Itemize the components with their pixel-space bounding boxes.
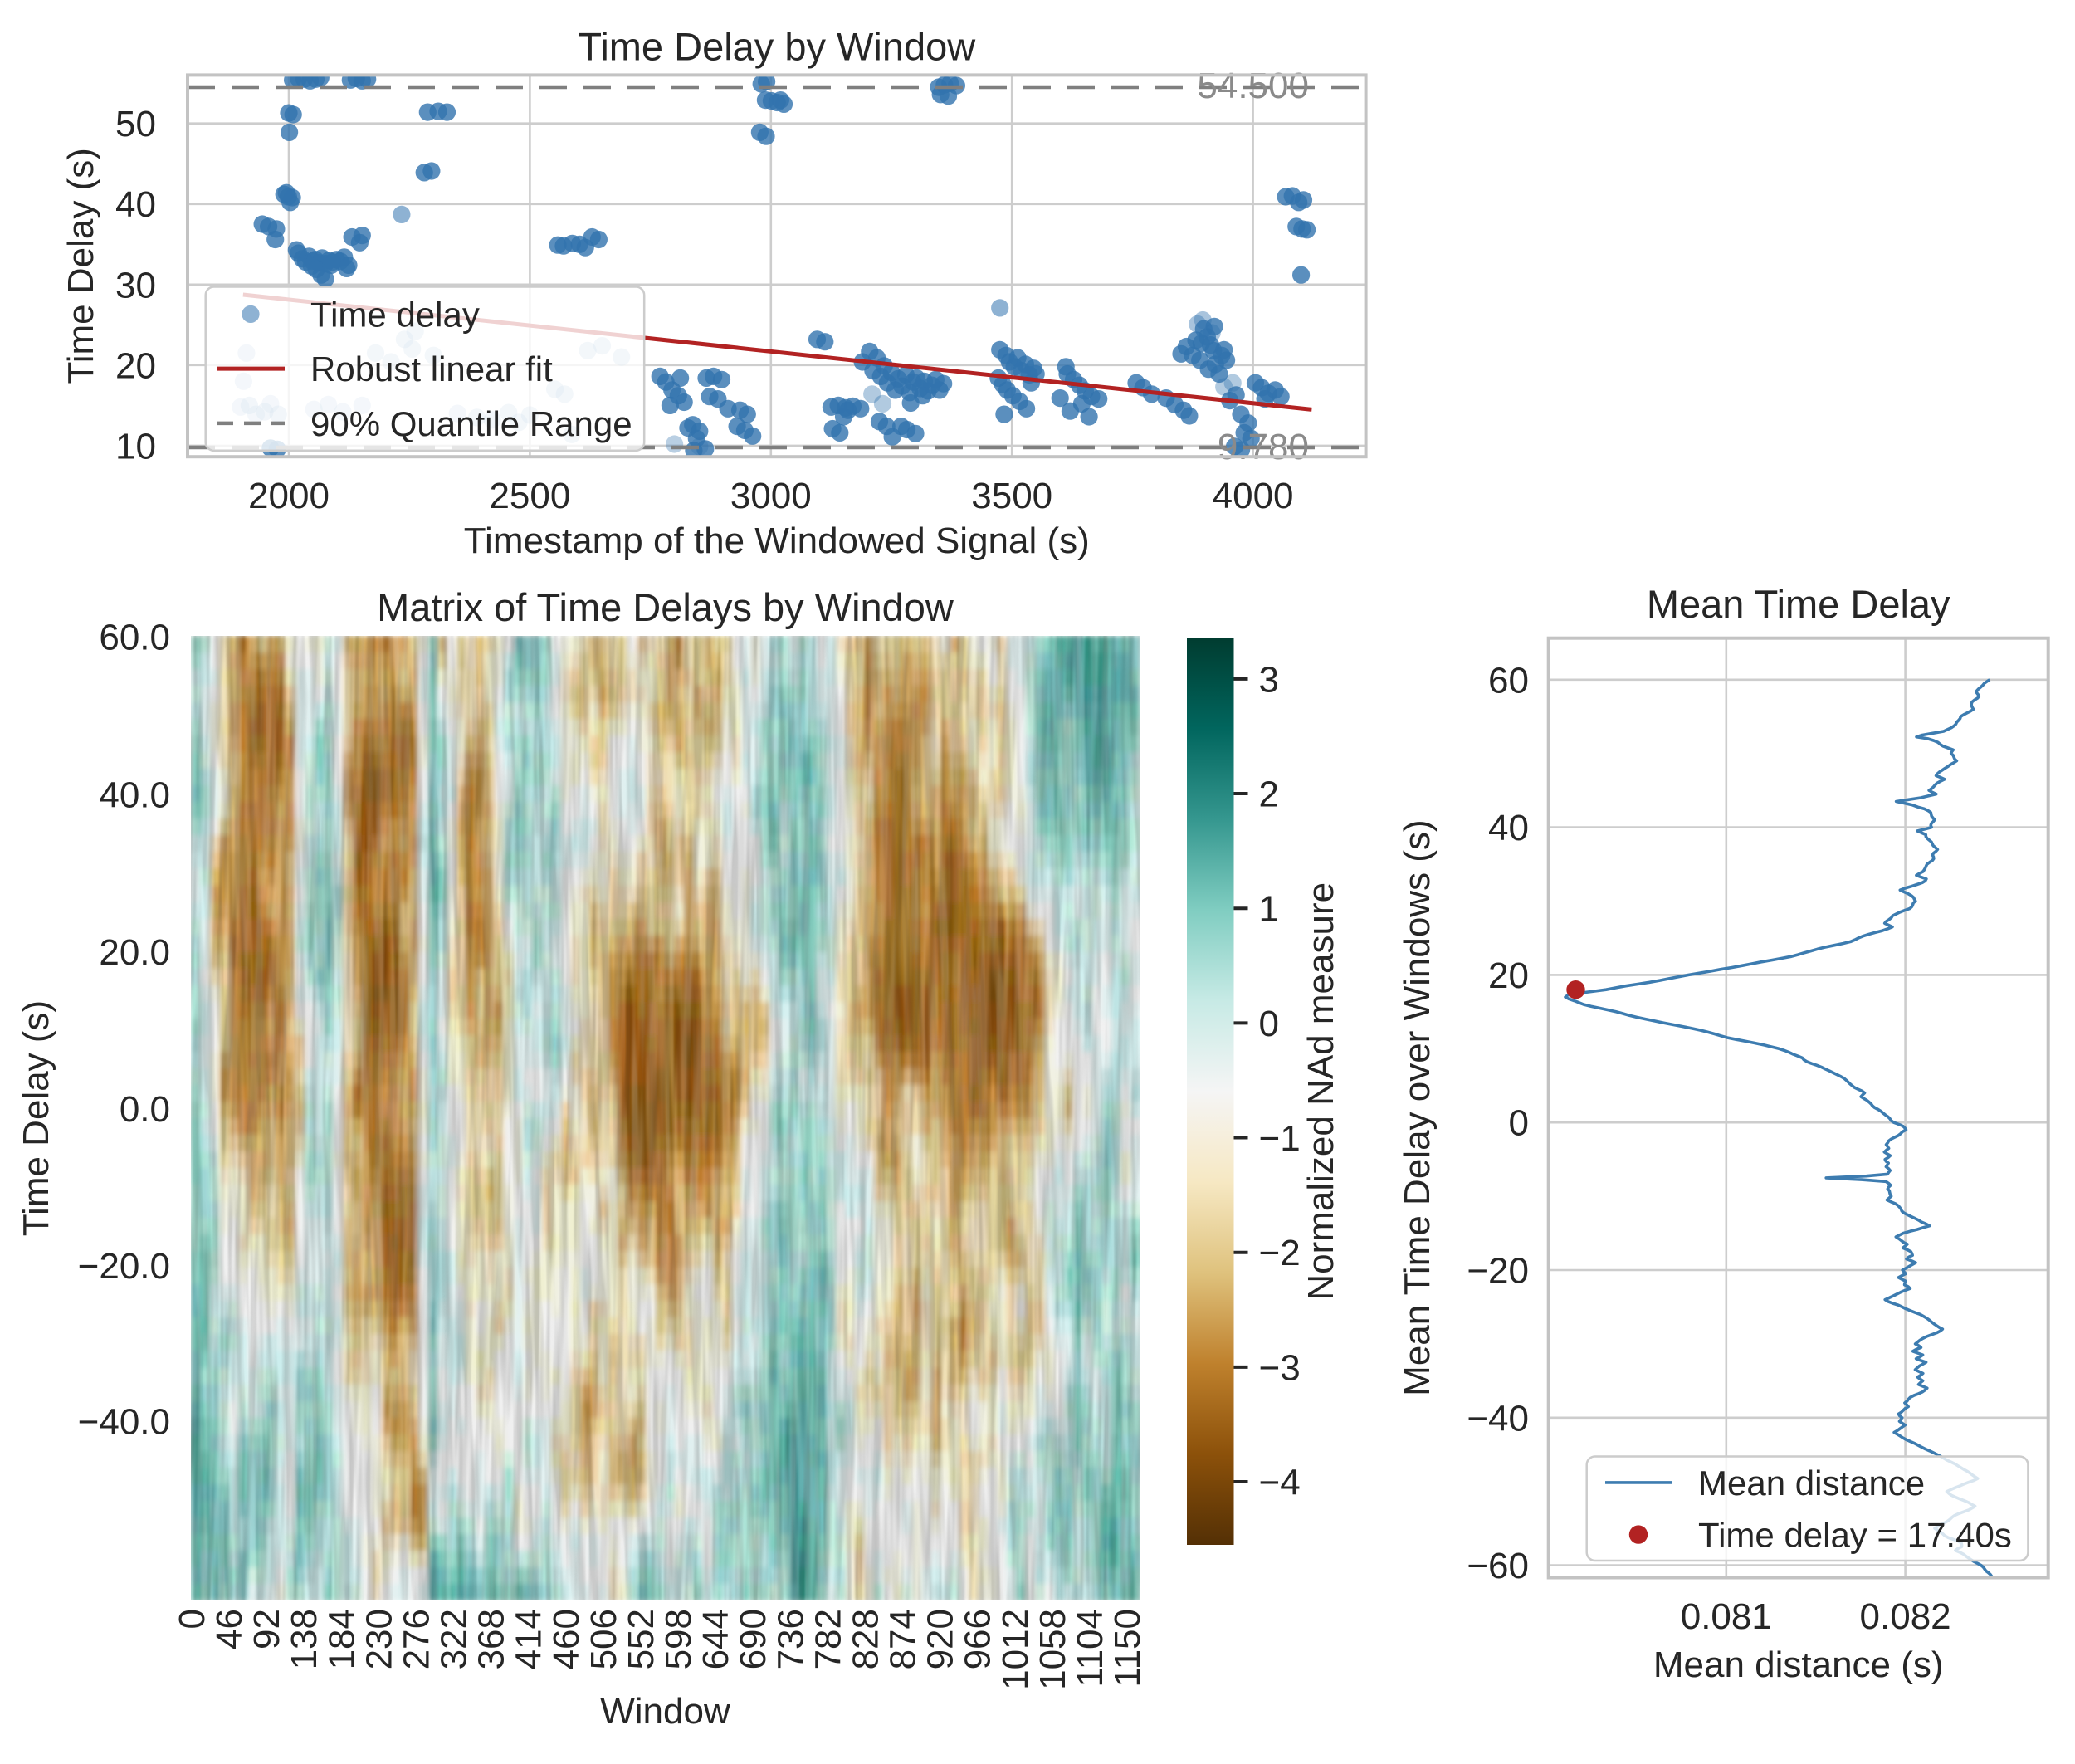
svg-text:4000: 4000 <box>1213 476 1294 516</box>
svg-text:9.780: 9.780 <box>1218 427 1309 467</box>
svg-text:10: 10 <box>115 426 156 467</box>
svg-text:54.500: 54.500 <box>1197 66 1309 106</box>
svg-text:Time delay: Time delay <box>310 295 480 334</box>
svg-text:Robust linear fit: Robust linear fit <box>310 349 553 388</box>
svg-text:2500: 2500 <box>489 476 570 516</box>
svg-text:30: 30 <box>115 265 156 305</box>
svg-text:40: 40 <box>115 184 156 225</box>
svg-text:50: 50 <box>115 104 156 144</box>
svg-text:Timestamp of the Windowed Sign: Timestamp of the Windowed Signal (s) <box>464 520 1090 561</box>
svg-text:Time Delay by Window: Time Delay by Window <box>578 25 976 69</box>
svg-text:20: 20 <box>115 345 156 386</box>
svg-text:Time Delay (s): Time Delay (s) <box>61 148 101 384</box>
svg-text:3000: 3000 <box>730 476 812 516</box>
svg-text:3500: 3500 <box>971 476 1052 516</box>
svg-text:2000: 2000 <box>248 476 330 516</box>
svg-text:90% Quantile Range: 90% Quantile Range <box>310 404 632 443</box>
